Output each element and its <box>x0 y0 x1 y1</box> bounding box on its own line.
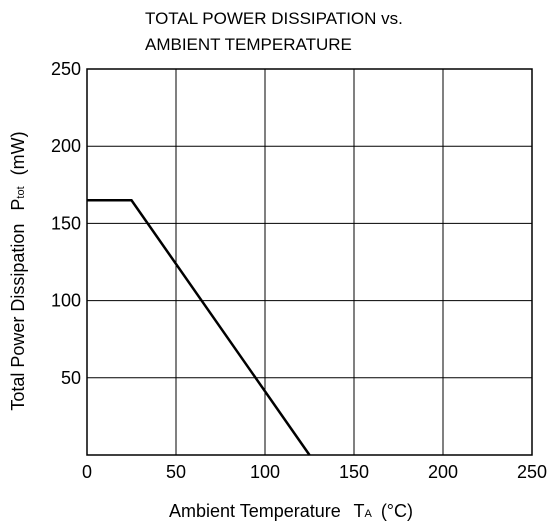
x-tick-label: 100 <box>250 462 280 482</box>
chart-title-line-2: AMBIENT TEMPERATURE <box>145 35 352 54</box>
y-tick-label: 200 <box>51 136 81 156</box>
y-tick-label: 250 <box>51 59 81 79</box>
series-layer <box>87 198 311 456</box>
y-axis-unit: (mW) <box>8 131 28 175</box>
x-axis-label-text: Ambient Temperature <box>169 501 341 521</box>
x-tick-label: 150 <box>339 462 369 482</box>
y-tick-label: 50 <box>61 368 81 388</box>
y-axis-symbol: P <box>8 199 28 211</box>
grid <box>87 69 532 455</box>
y-tick-label: 100 <box>51 291 81 311</box>
chart-title-line-1: TOTAL POWER DISSIPATION vs. <box>145 9 403 28</box>
y-axis-subscript: tot <box>15 186 27 198</box>
series-line <box>87 198 311 456</box>
x-axis-unit: (°C) <box>381 501 413 521</box>
x-tick-label: 200 <box>428 462 458 482</box>
x-axis-label: Ambient Temperature TA (°C) <box>169 501 413 521</box>
y-axis-label: Total Power Dissipation Ptot (mW) <box>8 131 28 410</box>
x-axis-symbol: T <box>353 501 364 521</box>
x-tick-label: 250 <box>517 462 547 482</box>
y-axis-label-text: Total Power Dissipation <box>8 224 28 411</box>
x-tick-label: 50 <box>166 462 186 482</box>
x-axis-subscript: A <box>364 508 372 520</box>
x-tick-label: 0 <box>82 462 92 482</box>
y-tick-label: 150 <box>51 213 81 233</box>
plot-frame <box>86 68 533 456</box>
tick-labels: 0 50 100 150 200 250 50 100 150 200 250 <box>51 59 547 482</box>
